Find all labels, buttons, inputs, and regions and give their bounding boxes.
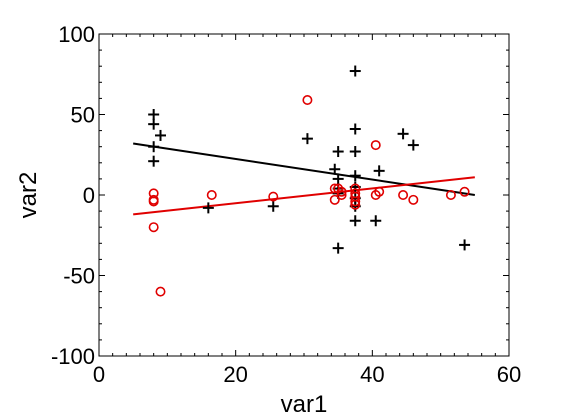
plus-point (373, 165, 385, 177)
y-tick-label: -50 (63, 264, 95, 289)
x-tick-label: 60 (497, 362, 521, 387)
y-axis-label: var2 (15, 172, 42, 219)
plus-point (370, 215, 382, 227)
circle-point (445, 190, 456, 201)
plus-point (148, 109, 160, 120)
plus-point (332, 242, 344, 254)
plus-point (155, 129, 166, 141)
plus-point (148, 118, 160, 130)
y-tick-label: 100 (58, 22, 95, 47)
plus-point (349, 215, 361, 227)
plus-point (349, 65, 361, 77)
circle-point (459, 186, 470, 197)
plus-point (267, 200, 279, 212)
circle-point (148, 196, 159, 207)
plus-point (202, 202, 214, 214)
x-tick-label: 0 (93, 362, 105, 387)
fit-line (133, 176, 475, 216)
plus-point (349, 146, 361, 158)
plus-point (407, 139, 419, 151)
plus-point (332, 173, 344, 185)
regression-lines (133, 142, 475, 216)
plus-point (349, 123, 361, 135)
fit-line (133, 142, 475, 196)
circle-point (268, 191, 279, 202)
y-tick-label: 50 (71, 103, 95, 128)
plus-point (397, 128, 409, 140)
circle-point (398, 190, 409, 201)
circle-point (206, 190, 217, 201)
circle-point (350, 199, 361, 210)
x-tick-label: 20 (223, 362, 247, 387)
circle-point (329, 194, 340, 205)
circle-point (336, 190, 347, 201)
plus-point (148, 155, 160, 167)
plus-point (329, 163, 341, 175)
circle-point (370, 140, 381, 151)
y-tick-label: 0 (83, 183, 95, 208)
axis-ticks (98, 33, 510, 357)
circle-point (155, 286, 166, 297)
circle-point (408, 194, 419, 205)
plus-point (148, 141, 160, 153)
circle-point (350, 196, 361, 207)
plus-point (349, 170, 361, 182)
circle-point (302, 95, 313, 106)
circle-point (374, 186, 385, 197)
plus-point (332, 146, 344, 158)
circle-point (336, 186, 347, 197)
x-tick-label: 40 (360, 362, 384, 387)
circle-point (148, 222, 159, 233)
plus-point (459, 239, 471, 251)
y-tick-label: -100 (51, 344, 95, 369)
plus-point (301, 133, 313, 145)
x-axis-label: var1 (281, 391, 328, 418)
data-points (148, 65, 471, 297)
tick-labels: 0 20 40 60 100 50 0 -50 -100 (51, 22, 521, 387)
